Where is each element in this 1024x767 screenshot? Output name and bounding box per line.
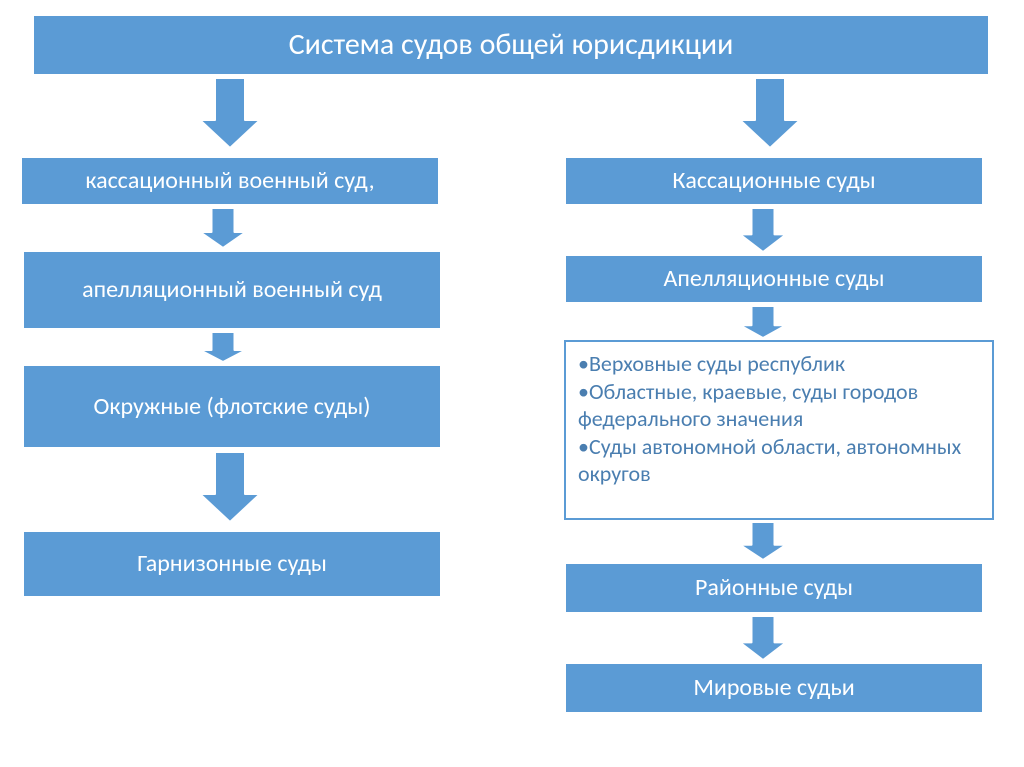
title-box: Система судов общей юрисдикции: [32, 14, 990, 76]
arrow-0: [200, 78, 260, 148]
arrow-2: [200, 208, 246, 248]
right-node-2: Апелляционные суды: [564, 254, 984, 304]
right-node-3-b1: •Областные, краевые, суды городов федера…: [578, 378, 980, 433]
arrow-4: [200, 452, 260, 522]
right-node-4-text: Районные суды: [695, 573, 853, 603]
arrow-7: [740, 522, 786, 560]
right-node-5-text: Мировые судьи: [693, 673, 854, 703]
left-node-4: Гарнизонные суды: [22, 530, 442, 598]
left-node-3: Окружные (флотские суды): [22, 364, 442, 449]
left-node-1-text: кассационный военный суд,: [85, 166, 374, 196]
left-node-2: апелляционный военный суд: [22, 250, 442, 330]
left-node-3-text: Окружные (флотские суды): [94, 392, 371, 422]
right-node-2-text: Апелляционные суды: [664, 264, 885, 294]
left-node-1: кассационный военный суд,: [20, 156, 440, 206]
arrow-6: [740, 306, 786, 338]
left-node-2-text: апелляционный военный суд: [82, 275, 382, 305]
right-node-3-b0: •Верховные суды республик: [578, 350, 845, 378]
title-text: Система судов общей юрисдикции: [289, 26, 734, 64]
right-node-5: Мировые судьи: [564, 662, 984, 714]
left-node-4-text: Гарнизонные суды: [137, 549, 327, 579]
arrow-8: [740, 616, 786, 660]
arrow-1: [740, 78, 800, 148]
arrow-3: [200, 332, 246, 362]
arrow-5: [740, 208, 786, 252]
right-node-3-b2: •Суды автономной области, автономных окр…: [578, 433, 980, 488]
right-node-1: Кассационные суды: [564, 156, 984, 206]
right-node-1-text: Кассационные суды: [672, 166, 875, 196]
right-node-3: •Верховные суды республик •Областные, кр…: [564, 340, 994, 520]
right-node-4: Районные суды: [564, 562, 984, 614]
